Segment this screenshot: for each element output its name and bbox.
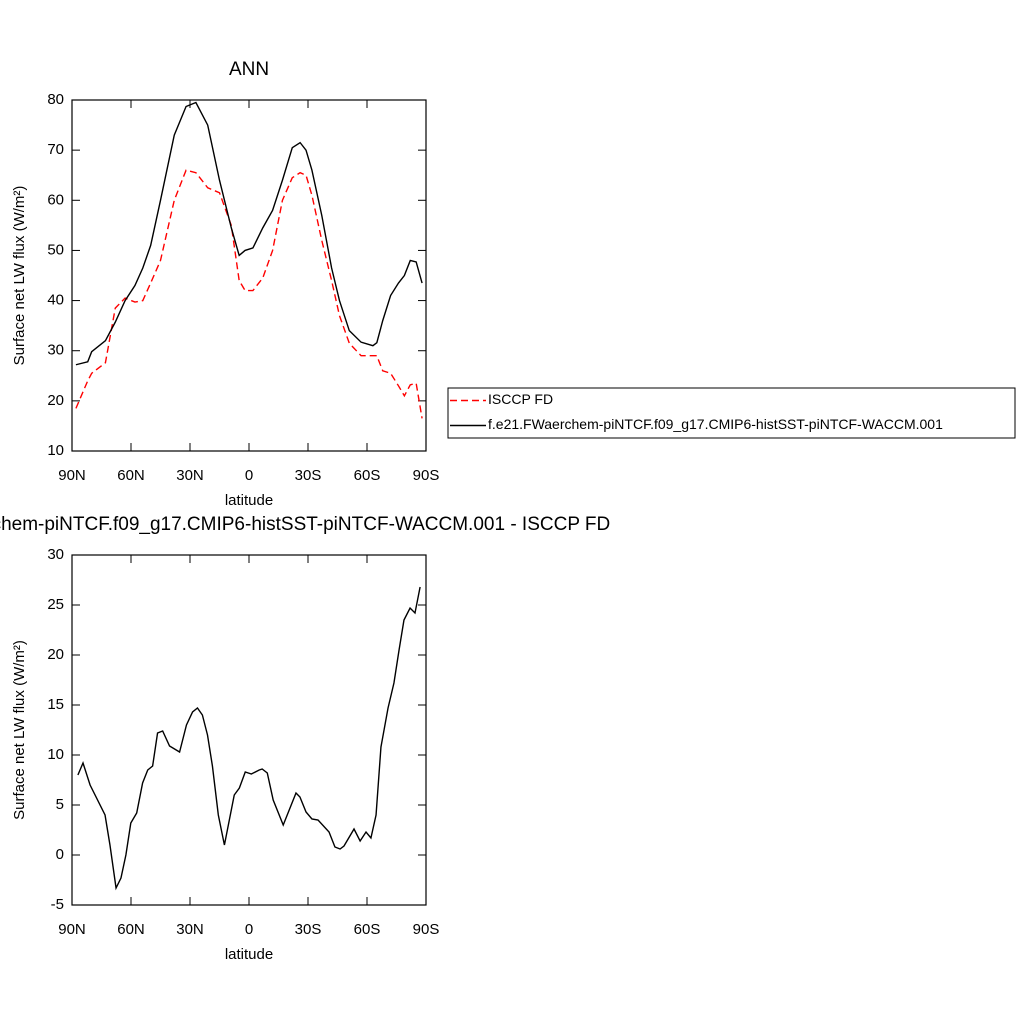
x-tick-label: 60N <box>117 467 145 484</box>
y-tick-label: 5 <box>56 796 64 813</box>
x-tick-label: 30S <box>295 467 322 484</box>
x-tick-label: 0 <box>245 921 253 938</box>
x-tick-label: 30S <box>295 921 322 938</box>
y-tick-label: 10 <box>47 442 64 459</box>
x-tick-label: 90N <box>58 921 86 938</box>
x-tick-label: 60S <box>354 921 381 938</box>
x-tick-label: 60S <box>354 467 381 484</box>
x-axis-label: latitude <box>225 492 273 509</box>
x-axis-label: latitude <box>225 946 273 963</box>
y-tick-label: 80 <box>47 91 64 108</box>
y-tick-label: 20 <box>47 392 64 409</box>
x-tick-label: 60N <box>117 921 145 938</box>
y-tick-label: 15 <box>47 696 64 713</box>
x-tick-label: 0 <box>245 467 253 484</box>
y-tick-label: 50 <box>47 241 64 258</box>
plot-frame <box>71 99 427 452</box>
y-tick-label: 10 <box>47 746 64 763</box>
y-tick-label: -5 <box>51 896 64 913</box>
data-line <box>75 101 423 366</box>
y-tick-label: 20 <box>47 646 64 663</box>
plot-frame <box>71 554 427 906</box>
y-tick-label: 25 <box>47 596 64 613</box>
x-tick-label: 90S <box>413 467 440 484</box>
data-line <box>77 586 421 891</box>
chart-title: ANN <box>229 59 269 80</box>
x-tick-label: 30N <box>176 921 204 938</box>
y-tick-label: 30 <box>47 546 64 563</box>
y-axis-label: Surface net LW flux (W/m²) <box>11 186 28 366</box>
y-tick-label: 0 <box>56 846 64 863</box>
y-tick-label: 60 <box>47 191 64 208</box>
chart-title: f.e21.FWaerchem-piNTCF.f09_g17.CMIP6-his… <box>0 514 610 535</box>
y-tick-label: 40 <box>47 292 64 309</box>
legend-label: ISCCP FD <box>488 391 553 407</box>
y-tick-label: 70 <box>47 141 64 158</box>
y-axis-label: Surface net LW flux (W/m²) <box>11 640 28 820</box>
x-tick-label: 90S <box>413 921 440 938</box>
legend-box <box>447 387 1016 439</box>
data-line <box>75 169 423 419</box>
y-tick-label: 30 <box>47 342 64 359</box>
legend-label: f.e21.FWaerchem-piNTCF.f09_g17.CMIP6-his… <box>488 416 943 432</box>
x-tick-label: 30N <box>176 467 204 484</box>
x-tick-label: 90N <box>58 467 86 484</box>
